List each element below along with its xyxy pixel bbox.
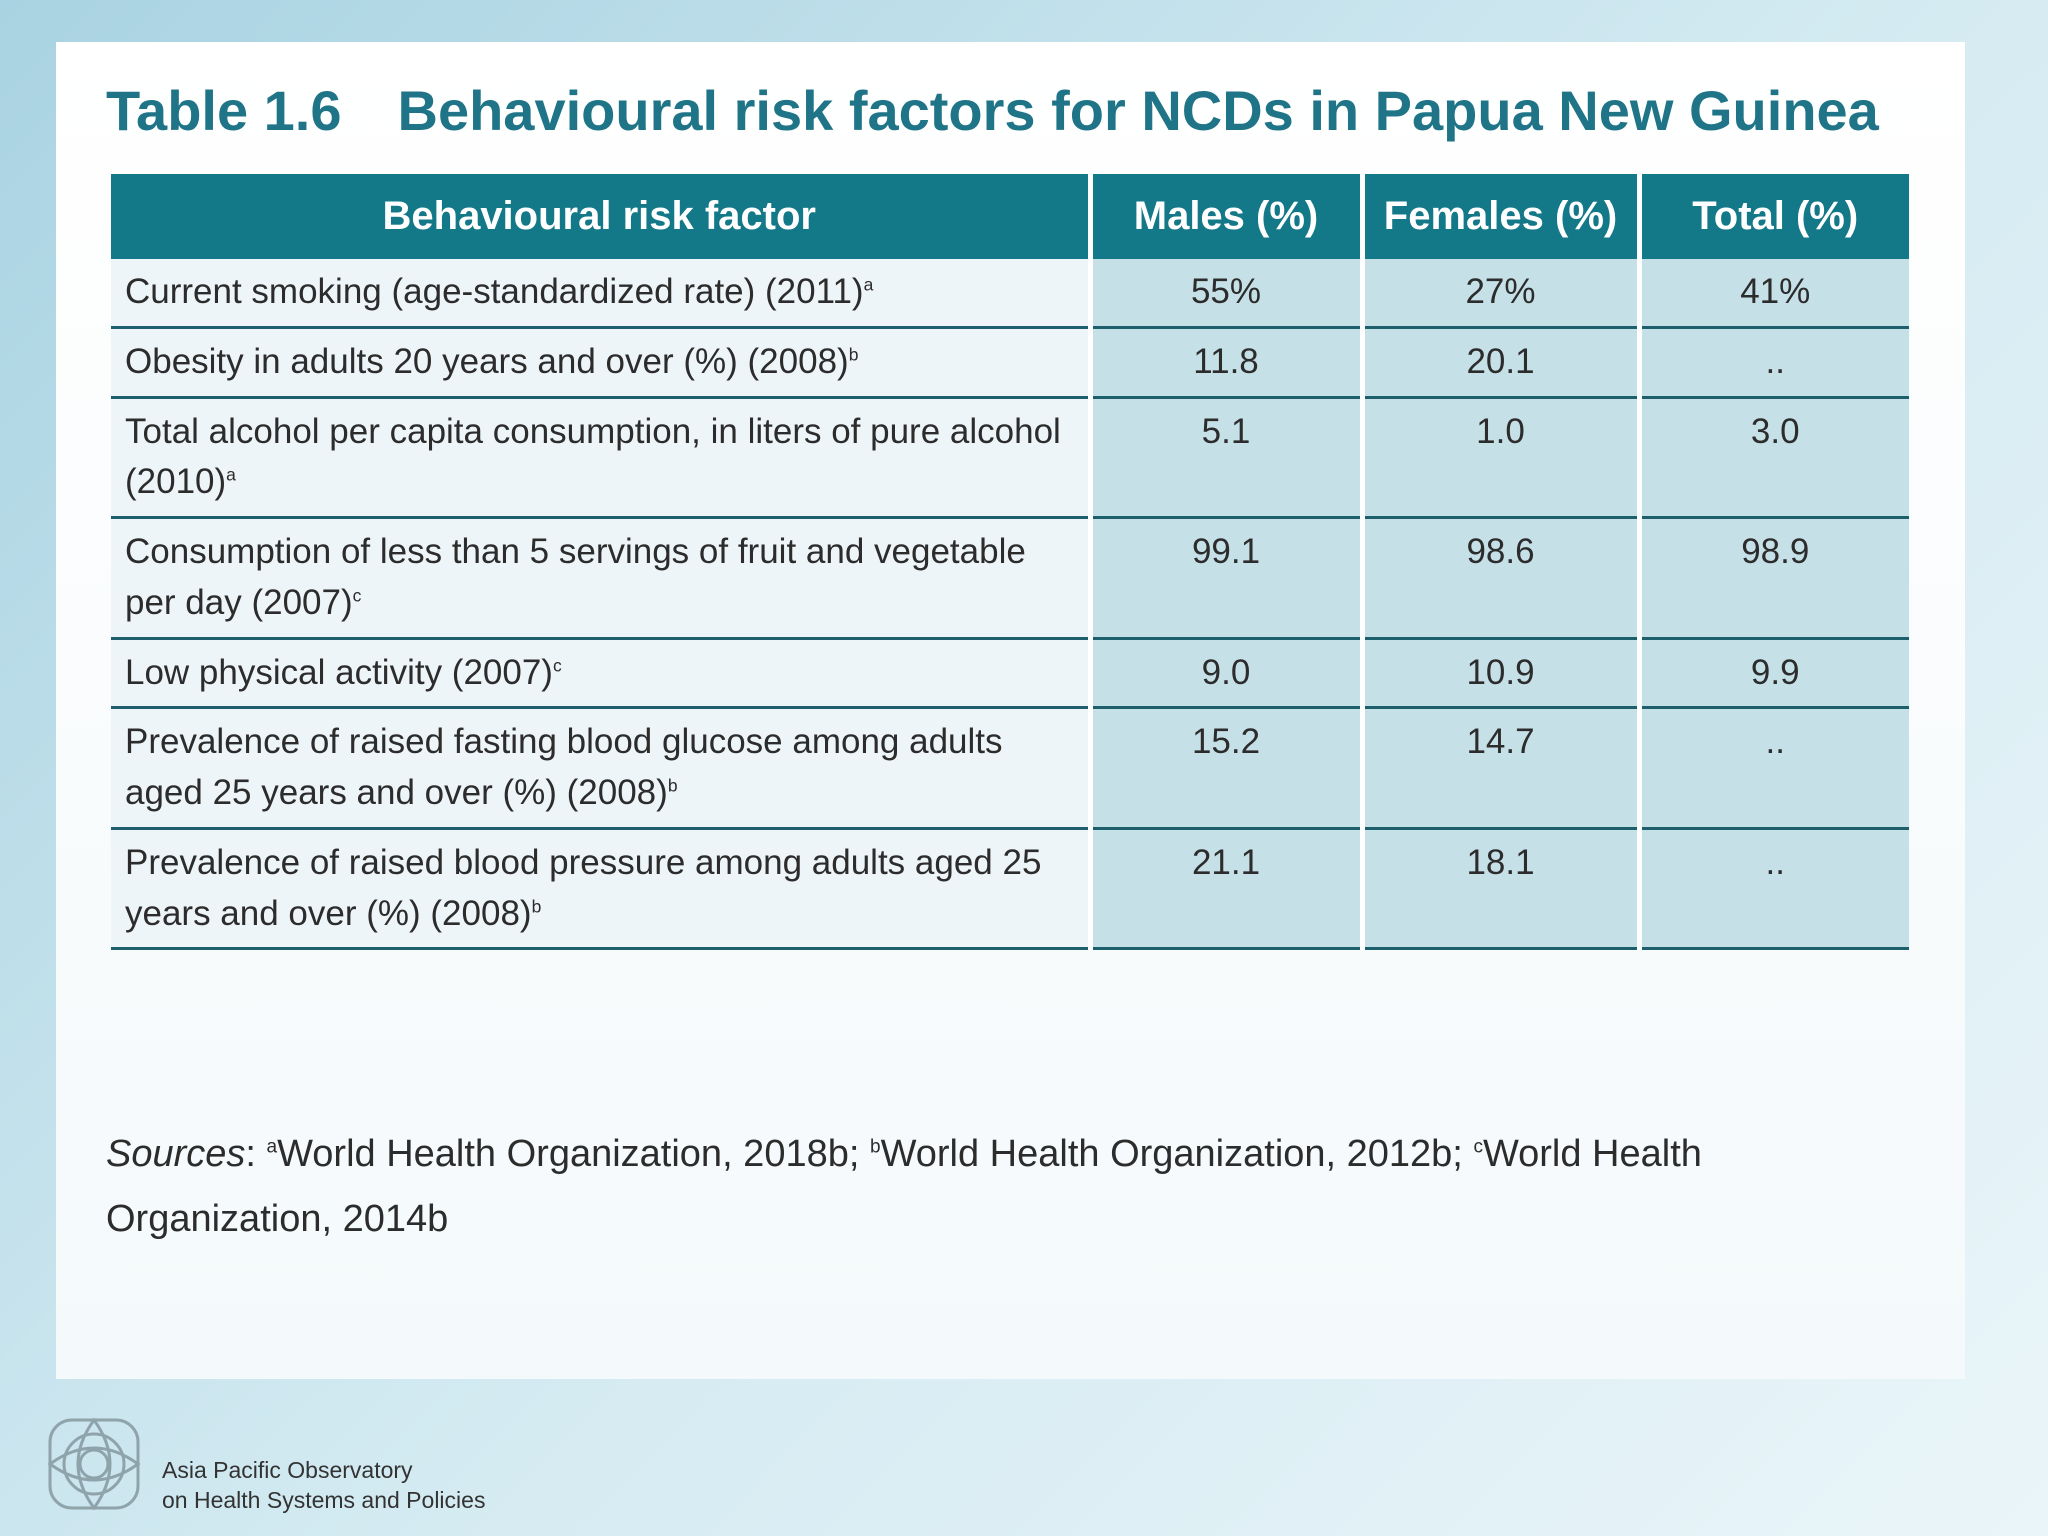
footnote-marker: b (667, 775, 678, 796)
value-cell: 5.1 (1087, 397, 1362, 519)
table-row: Low physical activity (2007)c 9.0 10.9 9.9 (111, 638, 1909, 710)
table-row: Obesity in adults 20 years and over (%) … (111, 327, 1909, 399)
footnote-marker: c (1473, 1136, 1483, 1158)
source-text: World Health Organization, 2012b; (880, 1133, 1463, 1175)
value-cell: 18.1 (1359, 828, 1639, 951)
value-cell: 11.8 (1087, 327, 1362, 399)
factor-cell: Total alcohol per capita consumption, in… (111, 397, 1090, 519)
footer-line: on Health Systems and Policies (162, 1486, 486, 1513)
source-text: World Health Organization, 2018b; (277, 1133, 860, 1175)
value-cell: 1.0 (1359, 397, 1639, 519)
footnote-marker: b (531, 895, 542, 916)
value-cell: .. (1636, 707, 1909, 830)
column-header: Females (%) (1359, 174, 1639, 259)
table-body: Current smoking (age-standardized rate) … (111, 259, 1909, 951)
factor-cell: Consumption of less than 5 servings of f… (111, 517, 1090, 640)
factor-text: Consumption of less than 5 servings of f… (125, 532, 1026, 622)
sources-label: Sources (106, 1133, 246, 1175)
value-cell: 99.1 (1087, 517, 1362, 640)
table-row: Prevalence of raised blood pressure amon… (111, 828, 1909, 951)
value-cell: 3.0 (1636, 397, 1909, 519)
value-cell: 98.6 (1359, 517, 1639, 640)
factor-cell: Obesity in adults 20 years and over (%) … (111, 327, 1090, 399)
table-label: Table 1.6 (106, 79, 342, 142)
source-text: World Health Organization, 2014b (106, 1133, 1702, 1240)
value-cell: 9.9 (1636, 638, 1909, 710)
value-cell: 14.7 (1359, 707, 1639, 830)
header-row: Behavioural risk factor Males (%) Females … (111, 174, 1909, 259)
footer: Asia Pacific Observatory on Health Syste… (42, 1412, 485, 1521)
table-row: Total alcohol per capita consumption, in… (111, 397, 1909, 519)
risk-table: Behavioural risk factor Males (%) Females … (111, 174, 1909, 951)
footer-line: Asia Pacific Observatory (162, 1457, 413, 1483)
value-cell: 27% (1359, 259, 1639, 329)
footnote-marker: a (863, 274, 874, 295)
footnote-marker: b (869, 1136, 881, 1158)
value-cell: 20.1 (1359, 327, 1639, 399)
footer-text: Asia Pacific Observatory on Health Syste… (162, 1456, 485, 1516)
factor-text: Obesity in adults 20 years and over (%) … (125, 341, 849, 381)
value-cell: 15.2 (1087, 707, 1362, 830)
footnote-marker: a (266, 1136, 278, 1158)
panel: Table 1.6 Behavioural risk factors for NC… (56, 42, 1965, 1379)
table-row: Current smoking (age-standardized rate) … (111, 259, 1909, 329)
value-cell: 21.1 (1087, 828, 1362, 951)
title-text: Behavioural risk factors for NCDs in Pap… (397, 79, 1879, 142)
factor-text: Total alcohol per capita consumption, in… (125, 411, 1061, 502)
value-cell: .. (1636, 327, 1909, 399)
value-cell: .. (1636, 828, 1909, 951)
factor-cell: Prevalence of raised blood pressure amon… (111, 828, 1090, 951)
factor-text: Prevalence of raised blood pressure amon… (125, 842, 1042, 933)
table-title: Table 1.6 Behavioural risk factors for NC… (106, 78, 1879, 143)
factor-cell: Prevalence of raised fasting blood gluco… (111, 707, 1090, 830)
column-header: Total (%) (1636, 174, 1909, 259)
value-cell: 55% (1087, 259, 1362, 329)
sources: Sources: aWorld Health Organization, 201… (106, 1122, 1906, 1251)
factor-text: Low physical activity (2007) (125, 652, 553, 692)
table-row: Consumption of less than 5 servings of f… (111, 517, 1909, 640)
logo (47, 1417, 141, 1511)
factor-cell: Current smoking (age-standardized rate) … (111, 259, 1090, 329)
factor-text: Prevalence of raised fasting blood gluco… (125, 722, 1003, 812)
table-row: Prevalence of raised fasting blood gluco… (111, 707, 1909, 830)
value-cell: 10.9 (1359, 638, 1639, 710)
sources-separator: : (245, 1133, 256, 1175)
factor-text: Current smoking (age-standardized rate) … (125, 272, 864, 311)
column-header: Males (%) (1087, 174, 1362, 259)
footnote-marker: c (552, 654, 562, 675)
value-cell: 98.9 (1636, 517, 1909, 640)
value-cell: 9.0 (1087, 638, 1362, 710)
value-cell: 41% (1636, 259, 1909, 329)
column-header: Behavioural risk factor (111, 174, 1090, 259)
footnote-marker: c (352, 585, 362, 606)
factor-cell: Low physical activity (2007)c (111, 638, 1090, 710)
footnote-marker: b (848, 344, 859, 365)
footnote-marker: a (226, 464, 236, 485)
